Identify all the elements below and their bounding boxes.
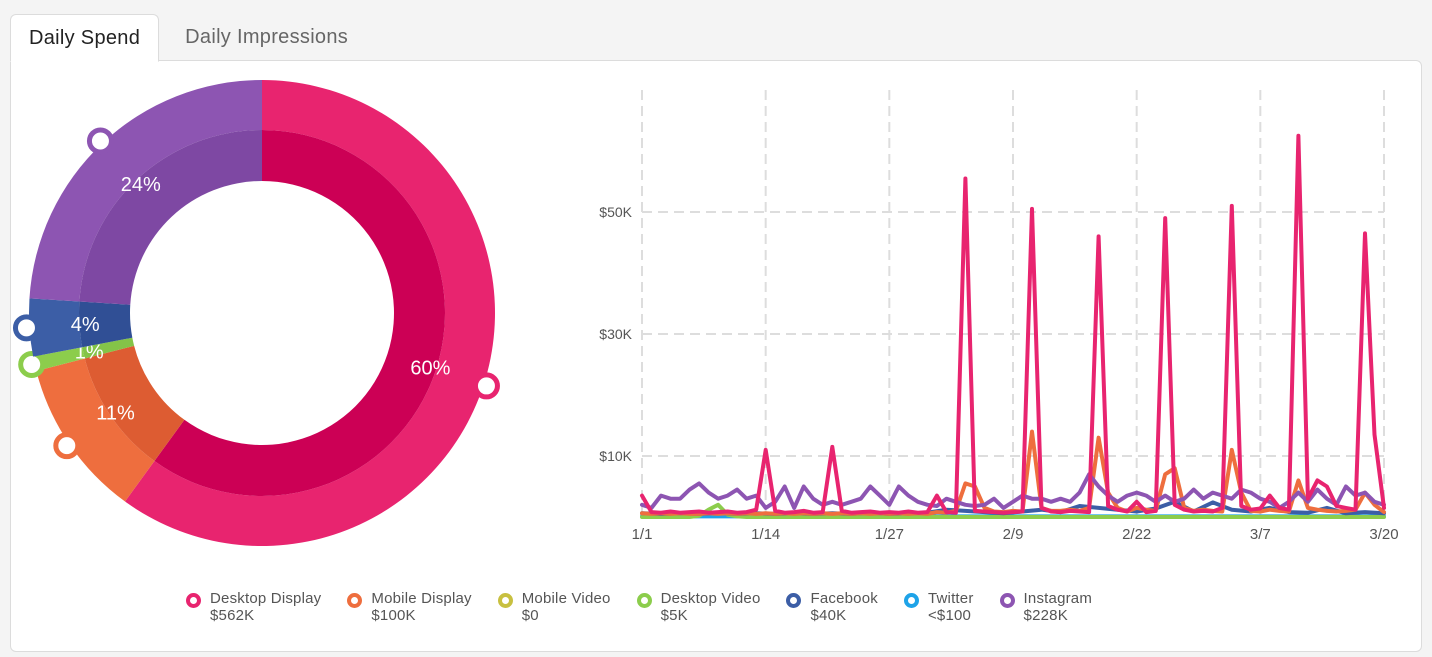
donut-inner-segment-instagram: [79, 130, 262, 305]
donut-segment-desktop-display[interactable]: [125, 80, 496, 546]
legend-text: Desktop Display $562K: [210, 590, 321, 624]
series-line-desktop-video[interactable]: [640, 502, 1386, 519]
tab-daily-impressions[interactable]: Daily Impressions: [185, 26, 349, 48]
donut-inner-segment-facebook: [79, 301, 133, 348]
legend-value: $562K: [210, 607, 255, 624]
donut-marker-mobile-display[interactable]: [53, 432, 81, 460]
legend-text: Facebook $40K: [810, 590, 877, 624]
legend-swatch-icon: [186, 593, 201, 608]
legend-value: $5K: [660, 607, 688, 624]
legend-text: Instagram $228K: [1024, 590, 1093, 624]
legend-text: Desktop Video $5K: [661, 590, 761, 624]
legend-name: Twitter: [927, 590, 974, 607]
donut-label-instagram: 24%: [121, 174, 161, 196]
legend-name: Desktop Display: [210, 590, 322, 607]
x-tick-label: 3/20: [1369, 526, 1398, 543]
legend-value: $100K: [371, 607, 416, 624]
y-tick-label: $50K: [599, 204, 632, 220]
x-tick-label: 2/9: [1003, 526, 1024, 543]
donut-label-mobile-display: 11%: [96, 403, 135, 425]
donut-marker-facebook[interactable]: [12, 314, 40, 342]
x-tick-label: 3/7: [1250, 526, 1271, 543]
legend-name: Desktop Video: [660, 590, 761, 607]
legend-text: Mobile Video $0: [522, 590, 611, 624]
x-tick-label: 1/1: [632, 526, 653, 543]
donut-segment-desktop-video[interactable]: [33, 347, 85, 371]
legend-item-desktop-video[interactable]: Desktop Video $5K: [636, 590, 761, 624]
donut-segment-facebook[interactable]: [29, 298, 83, 357]
daily-spend-line-chart: 1/1 1/14 1/27 2/9 2/22 3/7 3/20 $10K $30K $50K: [599, 90, 1399, 543]
legend-item-instagram[interactable]: Instagram $228K: [999, 590, 1093, 624]
tab-daily-spend[interactable]: Daily Spend: [10, 14, 160, 62]
legend-item-desktop-display[interactable]: Desktop Display $562K: [186, 590, 321, 624]
donut-marker-desktop-display[interactable]: [472, 372, 500, 400]
legend-item-mobile-video[interactable]: Mobile Video $0: [497, 590, 611, 624]
tab-bar: Daily Spend Daily Impressions: [10, 14, 366, 62]
legend-name: Mobile Display: [371, 590, 472, 607]
legend-item-facebook[interactable]: Facebook $40K: [786, 590, 878, 624]
legend-swatch-icon: [903, 593, 919, 608]
series-line-desktop-display[interactable]: [640, 133, 1386, 515]
legend-item-mobile-display[interactable]: Mobile Display $100K: [347, 590, 472, 624]
legend-item-twitter[interactable]: Twitter <$100: [903, 590, 974, 624]
spend-donut-chart: 60%11%1%4%24%: [12, 80, 500, 546]
legend-text: Twitter <$100: [928, 590, 974, 624]
legend-swatch-icon: [786, 593, 802, 608]
x-tick-label: 2/22: [1122, 526, 1151, 543]
legend-name: Facebook: [810, 590, 878, 607]
donut-segment-instagram[interactable]: [29, 80, 262, 302]
legend-swatch-icon: [636, 593, 652, 608]
legend: Desktop Display $562K Mobile Display $100K M…: [186, 590, 1118, 624]
legend-value: $40K: [810, 607, 847, 624]
donut-segment-mobile-display[interactable]: [36, 358, 155, 502]
donut-marker-desktop-video[interactable]: [18, 350, 46, 378]
y-tick-label: $30K: [599, 326, 632, 342]
legend-value: $228K: [1023, 607, 1068, 624]
donut-inner-segment-mobile-display: [84, 345, 185, 462]
donut-label-facebook: 4%: [71, 314, 100, 336]
legend-value: <$100: [927, 607, 972, 624]
series-line-instagram[interactable]: [640, 472, 1386, 510]
legend-name: Mobile Video: [521, 590, 611, 607]
legend-swatch-icon: [347, 593, 363, 608]
legend-text: Mobile Display $100K: [371, 590, 471, 624]
donut-inner-segment-desktop-video: [82, 337, 135, 359]
legend-swatch-icon: [999, 593, 1015, 608]
x-tick-label: 1/14: [751, 526, 780, 543]
legend-value: $0: [521, 607, 539, 624]
legend-swatch-icon: [497, 593, 513, 608]
y-tick-label: $10K: [599, 448, 632, 464]
donut-label-desktop-display: 60%: [410, 358, 450, 380]
x-tick-label: 1/27: [875, 526, 904, 543]
donut-marker-instagram[interactable]: [86, 127, 114, 155]
donut-inner-segment-desktop-display: [154, 130, 445, 496]
legend-name: Instagram: [1023, 590, 1093, 607]
